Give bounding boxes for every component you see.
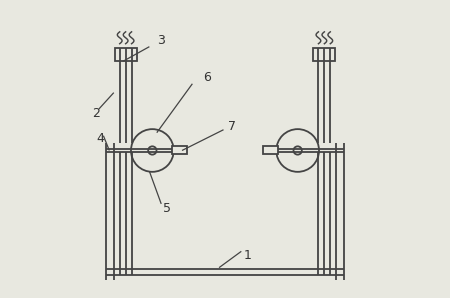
Circle shape: [131, 129, 174, 172]
Text: 4: 4: [96, 132, 104, 145]
Text: 5: 5: [163, 202, 171, 215]
Bar: [263, 146, 278, 154]
Text: 3: 3: [158, 34, 165, 47]
Circle shape: [130, 128, 175, 173]
Bar: [172, 146, 187, 154]
Text: 1: 1: [243, 249, 251, 262]
Text: 7: 7: [229, 120, 236, 133]
Text: 6: 6: [203, 71, 211, 84]
Circle shape: [293, 146, 302, 155]
Circle shape: [276, 129, 319, 172]
Bar: [312, 48, 335, 61]
Circle shape: [275, 128, 320, 173]
Circle shape: [148, 146, 157, 155]
Bar: [115, 48, 138, 61]
Text: 2: 2: [92, 107, 100, 120]
